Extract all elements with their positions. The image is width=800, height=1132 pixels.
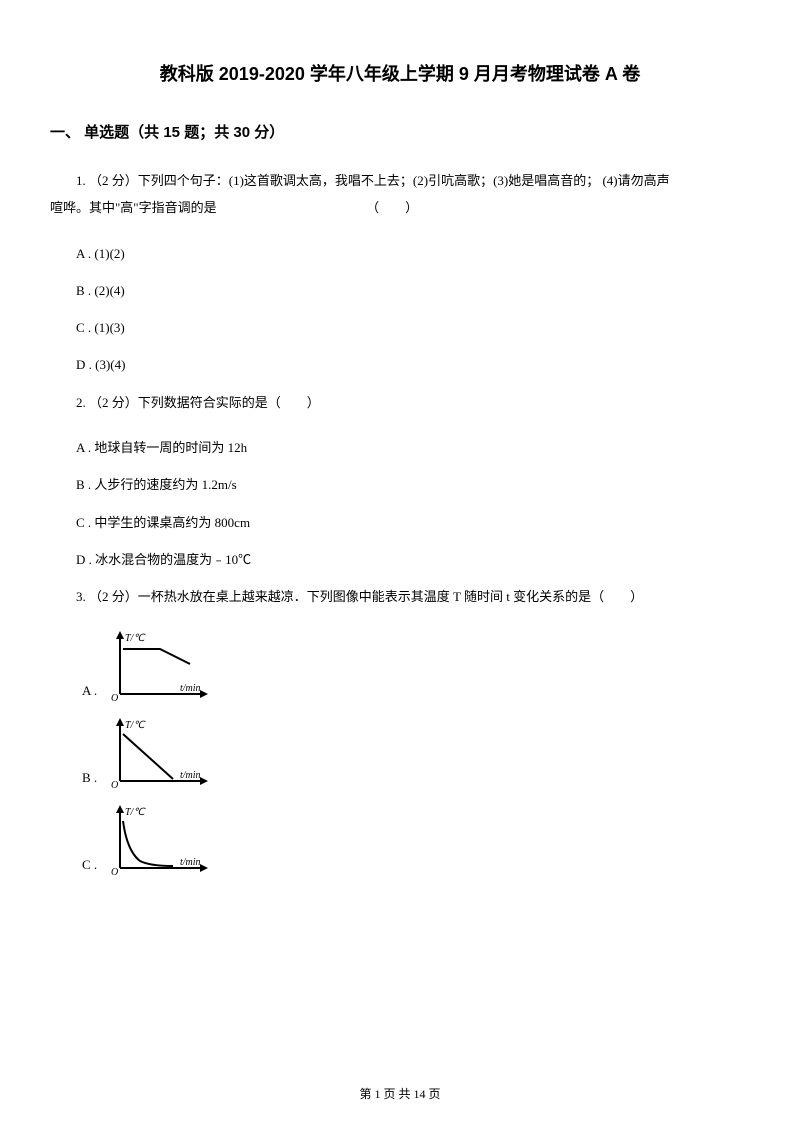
q3-option-a-label: A .: [82, 683, 97, 704]
q1-option-c: C . (1)(3): [76, 314, 750, 341]
section-header: 一、 单选题（共 15 题；共 30 分）: [50, 121, 750, 142]
question-3-text: 3. （2 分）一杯热水放在桌上越来越凉．下列图像中能表示其温度 T 随时间 t…: [50, 583, 750, 610]
graph-a: T/℃ t/min O: [105, 629, 215, 704]
graph-b-ylabel: T/℃: [125, 720, 146, 731]
graph-b-xlabel: t/min: [180, 770, 201, 781]
q2-option-a: A . 地球自转一周的时间为 12h: [76, 434, 750, 461]
page-footer: 第 1 页 共 14 页: [0, 1085, 800, 1102]
q1-option-d: D . (3)(4): [76, 351, 750, 378]
q3-option-a: A . T/℃ t/min O: [82, 629, 750, 704]
question-2: 2. （2 分）下列数据符合实际的是（ ）: [50, 389, 750, 416]
graph-b: T/℃ t/min O: [105, 716, 215, 791]
graph-c: T/℃ t/min O: [105, 803, 215, 878]
q3-option-c-label: C .: [82, 857, 97, 878]
q3-option-b: B . T/℃ t/min O: [82, 716, 750, 791]
question-3: 3. （2 分）一杯热水放在桌上越来越凉．下列图像中能表示其温度 T 随时间 t…: [50, 583, 750, 610]
graph-c-ylabel: T/℃: [125, 807, 146, 818]
page-title: 教科版 2019-2020 学年八年级上学期 9 月月考物理试卷 A 卷: [50, 60, 750, 86]
question-2-text: 2. （2 分）下列数据符合实际的是（ ）: [50, 389, 750, 416]
graph-a-ylabel: T/℃: [125, 633, 146, 644]
graph-c-xlabel: t/min: [180, 857, 201, 868]
q2-option-c: C . 中学生的课桌高约为 800cm: [76, 509, 750, 536]
question-1-line2: 喧哗。其中"高"字指音调的是 （ ）: [50, 194, 750, 221]
graph-b-origin: O: [111, 780, 118, 791]
q3-option-c: C . T/℃ t/min O: [82, 803, 750, 878]
question-1-line1: 1. （2 分）下列四个句子：(1)这首歌调太高，我唱不上去；(2)引吭高歌；(…: [50, 167, 750, 194]
q1-option-a: A . (1)(2): [76, 240, 750, 267]
q1-option-b: B . (2)(4): [76, 277, 750, 304]
q3-option-b-label: B .: [82, 770, 97, 791]
q2-option-d: D . 冰水混合物的温度为﹣10℃: [76, 546, 750, 573]
graph-a-xlabel: t/min: [180, 683, 201, 694]
graph-a-origin: O: [111, 693, 118, 704]
question-1: 1. （2 分）下列四个句子：(1)这首歌调太高，我唱不上去；(2)引吭高歌；(…: [50, 167, 750, 222]
graph-c-origin: O: [111, 867, 118, 878]
q2-option-b: B . 人步行的速度约为 1.2m/s: [76, 471, 750, 498]
